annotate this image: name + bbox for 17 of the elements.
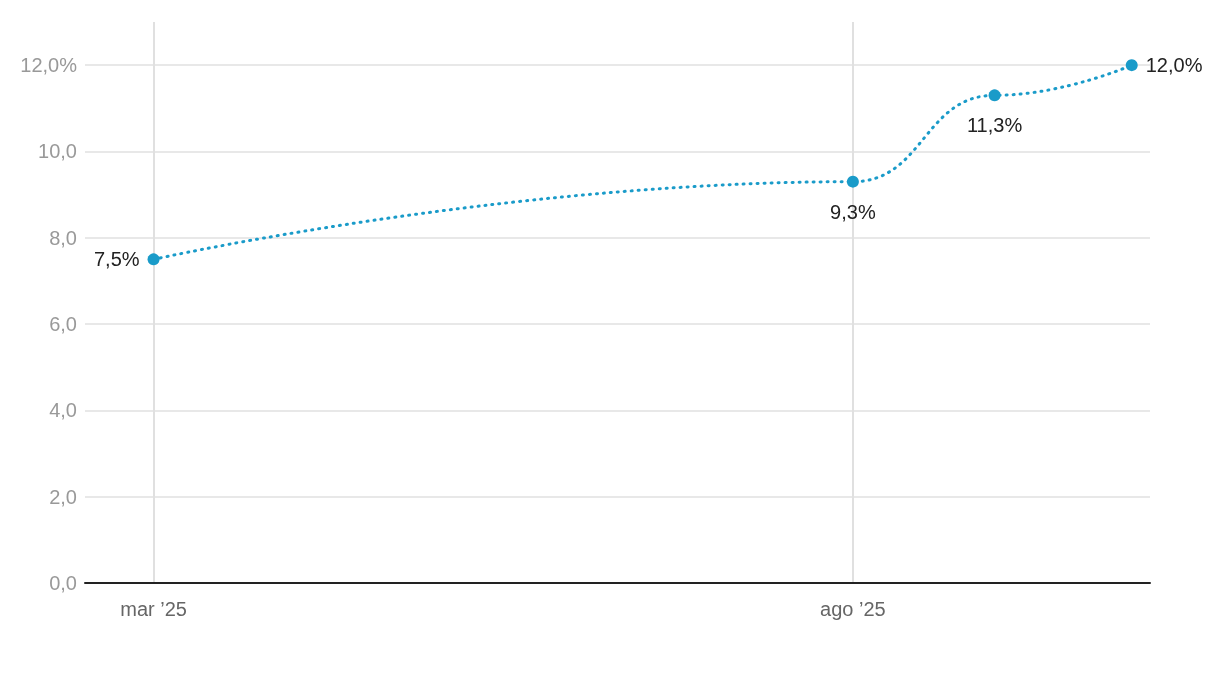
point	[846, 175, 859, 188]
y-tick-label: 12,0%	[20, 54, 78, 77]
x-tick-label: mar ’25	[120, 598, 187, 620]
point	[147, 253, 160, 266]
data-label: 12,0%	[1145, 54, 1203, 77]
data-label: 9,3%	[830, 200, 876, 223]
data-label: 7,5%	[93, 248, 140, 271]
point	[1125, 59, 1138, 72]
point	[988, 89, 1001, 102]
y-tick-label: 4,0	[49, 399, 77, 422]
y-tick-label: 8,0	[49, 226, 77, 249]
y-tick-label: 10,0	[38, 140, 77, 163]
y-tick-label: 2,0	[49, 485, 77, 508]
y-tick-label: 6,0	[49, 313, 77, 336]
data-label: 11,3%	[966, 114, 1023, 137]
y-tick-label: 0,0	[49, 572, 77, 594]
x-tick-label: ago ’25	[820, 598, 886, 620]
